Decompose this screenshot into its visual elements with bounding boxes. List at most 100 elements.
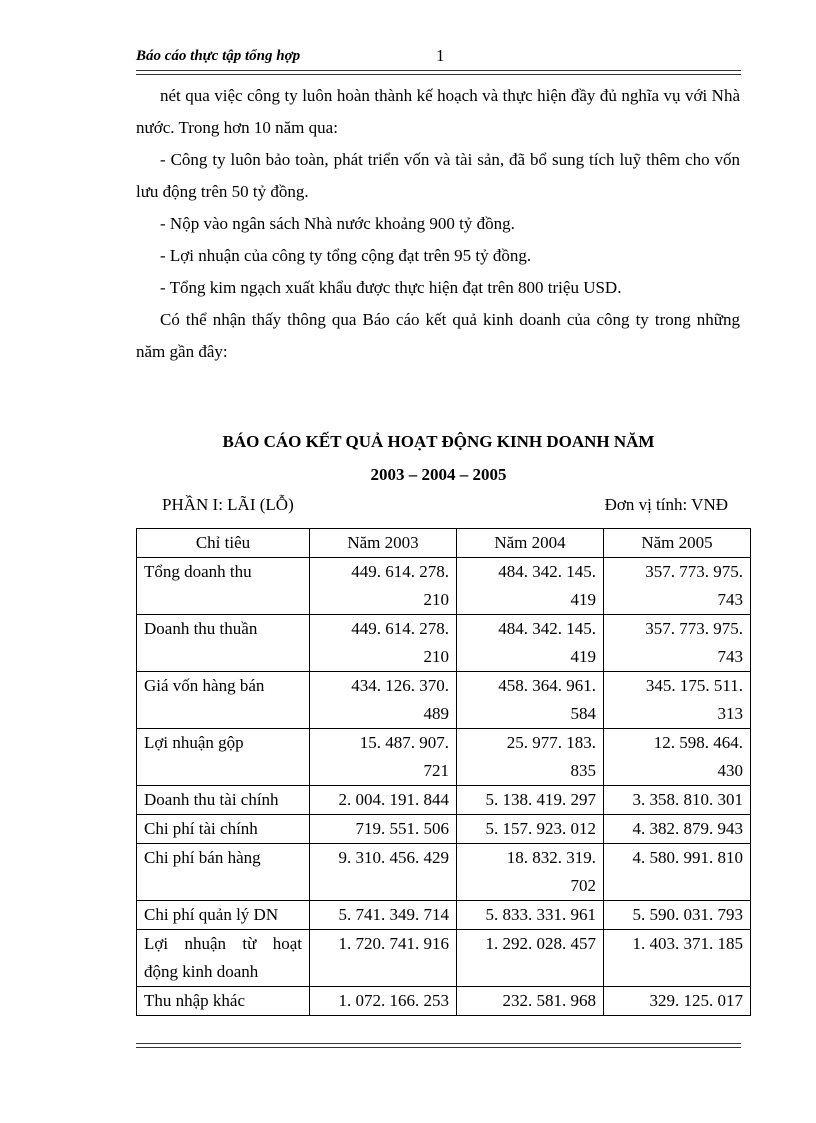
value-line: 419 [570,590,597,609]
table-row: Lợi nhuận gộp 15. 487. 907. 721 25. 977. 18… [136,728,751,786]
value-line: 489 [423,704,450,723]
column-header: Chỉ tiêu [136,528,310,558]
value-line: 702 [570,876,597,895]
value-line: 1. 072. 166. 253 [338,991,450,1010]
row-label: Giá vốn hàng bán [136,671,310,729]
value-line: 419 [570,647,597,666]
value-cell: 5. 833. 331. 961 [456,900,604,930]
paragraph: - Nộp vào ngân sách Nhà nước khoảng 900 … [160,214,515,233]
value-line: 5. 833. 331. 961 [485,905,597,924]
paragraph: - Lợi nhuận của công ty tổng cộng đạt tr… [160,246,532,265]
value-cell: 345. 175. 511. 313 [603,671,751,729]
value-line: 25. 977. 183. [506,733,596,752]
value-line: 449. 614. 278. [351,562,449,581]
value-line: 584 [570,704,597,723]
value-cell: 329. 125. 017 [603,986,751,1016]
value-line: 3. 358. 810. 301 [632,790,744,809]
table-row: Tổng doanh thu 449. 614. 278. 210 484. 342.… [136,557,751,615]
row-label: Chi phí bán hàng [136,843,310,901]
value-line: 345. 175. 511. [645,676,743,695]
row-label: Thu nhập khác [136,986,310,1016]
value-line: 430 [717,761,744,780]
value-cell: 4. 382. 879. 943 [603,814,751,844]
value-cell: 1. 072. 166. 253 [309,986,457,1016]
row-label: Chi phí tài chính [136,814,310,844]
table-row: Doanh thu tài chính 2. 004. 191. 844 5. 13… [136,785,751,815]
value-line: 1. 720. 741. 916 [338,934,450,953]
value-cell: 5. 741. 349. 714 [309,900,457,930]
paragraph: Có thể nhận thấy thông qua Báo cáo kết q… [136,310,740,361]
value-line: 484. 342. 145. [498,562,596,581]
table-row: Chi phí quản lý DN 5. 741. 349. 714 5. 833… [136,900,751,930]
value-line: 743 [717,647,744,666]
value-line: 721 [423,761,450,780]
value-cell: 1. 292. 028. 457 [456,929,604,987]
value-line: 313 [717,704,744,723]
table-row: Doanh thu thuần 449. 614. 278. 210 484. 342… [136,614,751,672]
table-row: Thu nhập khác 1. 072. 166. 253 232. 581. 9… [136,986,751,1016]
value-line: 329. 125. 017 [649,991,744,1010]
header-title: Báo cáo thực tập tổng hợp [136,48,301,64]
value-line: 484. 342. 145. [498,619,596,638]
value-line: 4. 580. 991. 810 [632,848,744,867]
value-line: 5. 590. 031. 793 [632,905,744,924]
row-label: Doanh thu tài chính [136,785,310,815]
value-line: 5. 157. 923. 012 [485,819,597,838]
table-header-row: Chỉ tiêu Năm 2003 Năm 2004 Năm 2005 [136,528,751,558]
value-cell: 1. 720. 741. 916 [309,929,457,987]
value-cell: 484. 342. 145. 419 [456,557,604,615]
value-line: 2. 004. 191. 844 [338,790,450,809]
report-title: BÁO CÁO KẾT QUẢ HOẠT ĐỘNG KINH DOANH NĂM [222,432,655,451]
report-table: Chỉ tiêu Năm 2003 Năm 2004 Năm 2005 Tổng… [136,528,751,1016]
table-row: Giá vốn hàng bán 434. 126. 370. 489 458. 36… [136,671,751,729]
table-row: Chi phí bán hàng 9. 310. 456. 429 18. 832.… [136,843,751,901]
paragraph: nét qua việc công ty luôn hoàn thành kế … [136,86,740,137]
value-cell: 449. 614. 278. 210 [309,557,457,615]
table-row: Chi phí tài chính 719. 551. 506 5. 157. 92… [136,814,751,844]
value-cell: 25. 977. 183. 835 [456,728,604,786]
column-header: Năm 2003 [309,528,457,558]
value-cell: 12. 598. 464. 430 [603,728,751,786]
row-label: Lợi nhuận gộp [136,728,310,786]
column-header: Năm 2005 [603,528,751,558]
value-line: 15. 487. 907. [359,733,449,752]
value-line: 434. 126. 370. [351,676,449,695]
value-line: 458. 364. 961. [498,676,596,695]
part-label: PHẦN I: LÃI (LỖ) [162,495,294,514]
value-cell: 484. 342. 145. 419 [456,614,604,672]
value-line: 1. 403. 371. 185 [632,934,744,953]
value-line: 719. 551. 506 [355,819,450,838]
value-cell: 458. 364. 961. 584 [456,671,604,729]
value-cell: 5. 157. 923. 012 [456,814,604,844]
row-label: Doanh thu thuần [136,614,310,672]
row-label: Tổng doanh thu [136,557,310,615]
header-divider [136,70,741,75]
value-cell: 449. 614. 278. 210 [309,614,457,672]
value-line: 12. 598. 464. [653,733,743,752]
value-cell: 2. 004. 191. 844 [309,785,457,815]
value-line: 5. 741. 349. 714 [338,905,450,924]
value-cell: 357. 773. 975. 743 [603,557,751,615]
row-label: Chi phí quản lý DN [136,900,310,930]
column-header: Năm 2004 [456,528,604,558]
value-line: 210 [423,647,450,666]
value-cell: 1. 403. 371. 185 [603,929,751,987]
value-cell: 434. 126. 370. 489 [309,671,457,729]
value-cell: 5. 590. 031. 793 [603,900,751,930]
value-line: 5. 138. 419. 297 [485,790,597,809]
value-line: 232. 581. 968 [502,991,597,1010]
value-cell: 719. 551. 506 [309,814,457,844]
footer-divider [136,1043,741,1048]
value-cell: 4. 580. 991. 810 [603,843,751,901]
value-line: 835 [570,761,597,780]
value-line: 210 [423,590,450,609]
row-label: Lợi nhuận từ hoạt động kinh doanh [136,929,310,987]
value-line: 449. 614. 278. [351,619,449,638]
value-line: 1. 292. 028. 457 [485,934,597,953]
report-years: 2003 – 2004 – 2005 [370,465,507,484]
unit-label: Đơn vị tính: VNĐ [604,495,728,514]
value-cell: 3. 358. 810. 301 [603,785,751,815]
value-line: 357. 773. 975. [645,619,743,638]
value-cell: 5. 138. 419. 297 [456,785,604,815]
value-cell: 9. 310. 456. 429 [309,843,457,901]
